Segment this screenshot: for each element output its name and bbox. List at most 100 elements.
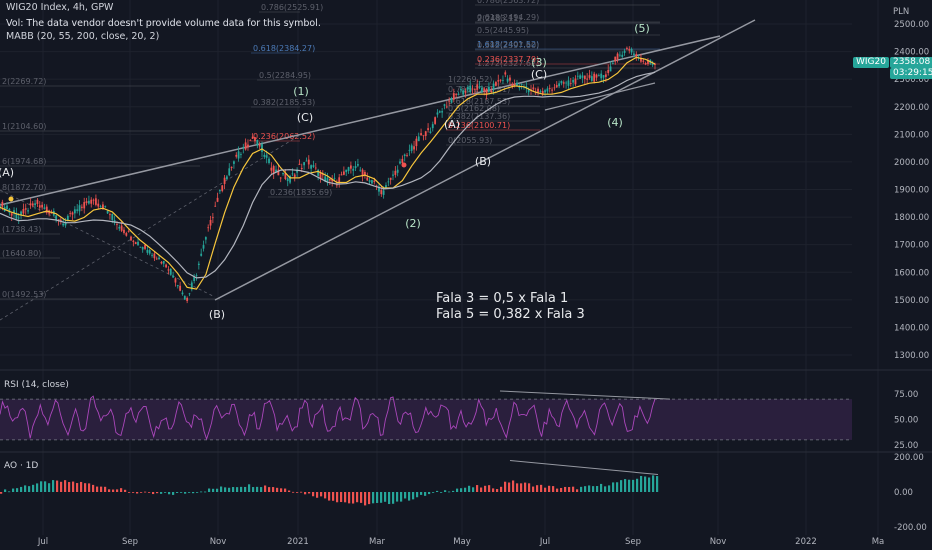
ao-bar — [440, 492, 443, 493]
candle-body — [34, 203, 36, 206]
rsi-title[interactable]: RSI (14, close) — [4, 380, 69, 390]
moving-averages — [0, 56, 656, 290]
ao-bar — [352, 492, 355, 504]
candle-body — [478, 86, 481, 88]
candle-body — [488, 86, 490, 92]
candle-body — [95, 198, 97, 205]
ao-bar — [296, 492, 299, 493]
candle-body — [282, 172, 284, 175]
ao-bar — [204, 491, 207, 493]
candle-body — [392, 174, 394, 176]
candle-body — [190, 282, 193, 290]
candle-body — [263, 154, 266, 157]
candle-body — [338, 177, 341, 183]
ao-bar — [196, 492, 199, 493]
candle-body — [480, 87, 483, 93]
time-axis[interactable]: Jul Sep Nov 2021 Mar May Jul Sep Nov 2022 Ma — [37, 537, 884, 547]
candle-body — [387, 181, 390, 183]
rsi-tick-label: 25.00 — [894, 441, 918, 451]
candle-body — [403, 154, 406, 156]
candle-body — [394, 170, 397, 175]
ma-fast-line — [0, 56, 656, 290]
fib-label: 0.236(2337.79) — [477, 55, 539, 64]
price-candles — [0, 46, 656, 304]
symbol-tag: WIG20 — [853, 57, 889, 68]
price-tag: 2358.08 — [890, 57, 932, 68]
candle-body — [102, 204, 104, 210]
candle-body — [588, 75, 591, 78]
ao-bar — [444, 490, 447, 492]
candle-body — [209, 219, 212, 226]
fib-diagonal — [0, 189, 216, 298]
candle-body — [247, 144, 249, 148]
ao-tick-label: 200.00 — [894, 453, 924, 463]
candle-body — [586, 78, 589, 80]
candle-body — [268, 158, 270, 163]
candle-body — [441, 111, 444, 113]
price-tick-label: 1700.00 — [894, 241, 929, 251]
candle-body — [626, 47, 628, 49]
upper-trendline — [0, 35, 721, 206]
wave-label: (A) — [0, 166, 14, 179]
ao-bar — [372, 492, 375, 504]
time-tick-label: 2022 — [795, 537, 817, 547]
candle-body — [279, 177, 282, 179]
candle-body — [609, 66, 612, 72]
candle-body — [31, 203, 34, 206]
candle-body — [85, 201, 88, 204]
fib-label: 1.618(2401.52) — [477, 40, 539, 49]
ao-title[interactable]: AO · 1D — [4, 461, 39, 471]
candle-body — [473, 89, 476, 91]
rsi-tick-label: 75.00 — [894, 390, 918, 400]
ao-bar — [576, 489, 579, 492]
ao-bar — [404, 492, 407, 499]
time-tick-label: Nov — [210, 537, 227, 547]
candle-body — [258, 144, 261, 147]
candle-body — [240, 153, 242, 155]
ao-bar — [232, 487, 235, 492]
candle-body — [642, 60, 645, 62]
fib-label: 0.236(1835.69) — [270, 188, 332, 197]
ao-bar — [12, 488, 15, 492]
candle-body — [452, 93, 455, 100]
ao-bar — [424, 492, 427, 496]
candle-body — [144, 244, 146, 249]
candle-body — [277, 169, 280, 176]
candle-body — [569, 83, 572, 84]
ao-bar — [588, 485, 591, 492]
ao-bar — [388, 492, 391, 505]
price-tick-label: 2400.00 — [894, 48, 929, 58]
ao-bar — [592, 486, 595, 492]
ao-bar — [652, 475, 655, 492]
candle-body — [118, 226, 121, 229]
ao-bar — [504, 481, 507, 492]
ao-bar — [96, 486, 99, 492]
candle-body — [644, 63, 647, 65]
candle-body — [366, 177, 369, 181]
ao-bar — [48, 483, 51, 492]
candle-body — [623, 50, 626, 53]
ao-bar — [88, 483, 91, 492]
ao-bar — [544, 487, 547, 492]
candle-body — [581, 75, 584, 78]
price-axis[interactable]: 2500.00 2400.00 2300.00 2200.00 2100.00 2000.… — [894, 20, 929, 361]
ao-bar — [180, 492, 183, 493]
candle-body — [321, 174, 324, 176]
fib-label: 1.272(2327.62) — [477, 59, 539, 68]
candle-body — [427, 128, 429, 130]
ao-bar — [16, 488, 19, 492]
ao-bar — [460, 488, 463, 492]
candle-body — [485, 89, 488, 96]
candle-body — [158, 257, 160, 260]
candle-body — [17, 217, 20, 219]
candle-body — [651, 62, 654, 66]
candle-body — [296, 169, 298, 173]
ao-bar — [656, 476, 659, 492]
candle-body — [455, 93, 458, 95]
ao-bar — [136, 492, 139, 494]
ao-bar — [284, 488, 287, 492]
indicator-label[interactable]: MABB (20, 55, 200, close, 20, 2) — [6, 31, 160, 42]
candle-body — [408, 149, 411, 151]
candle-body — [307, 159, 310, 165]
